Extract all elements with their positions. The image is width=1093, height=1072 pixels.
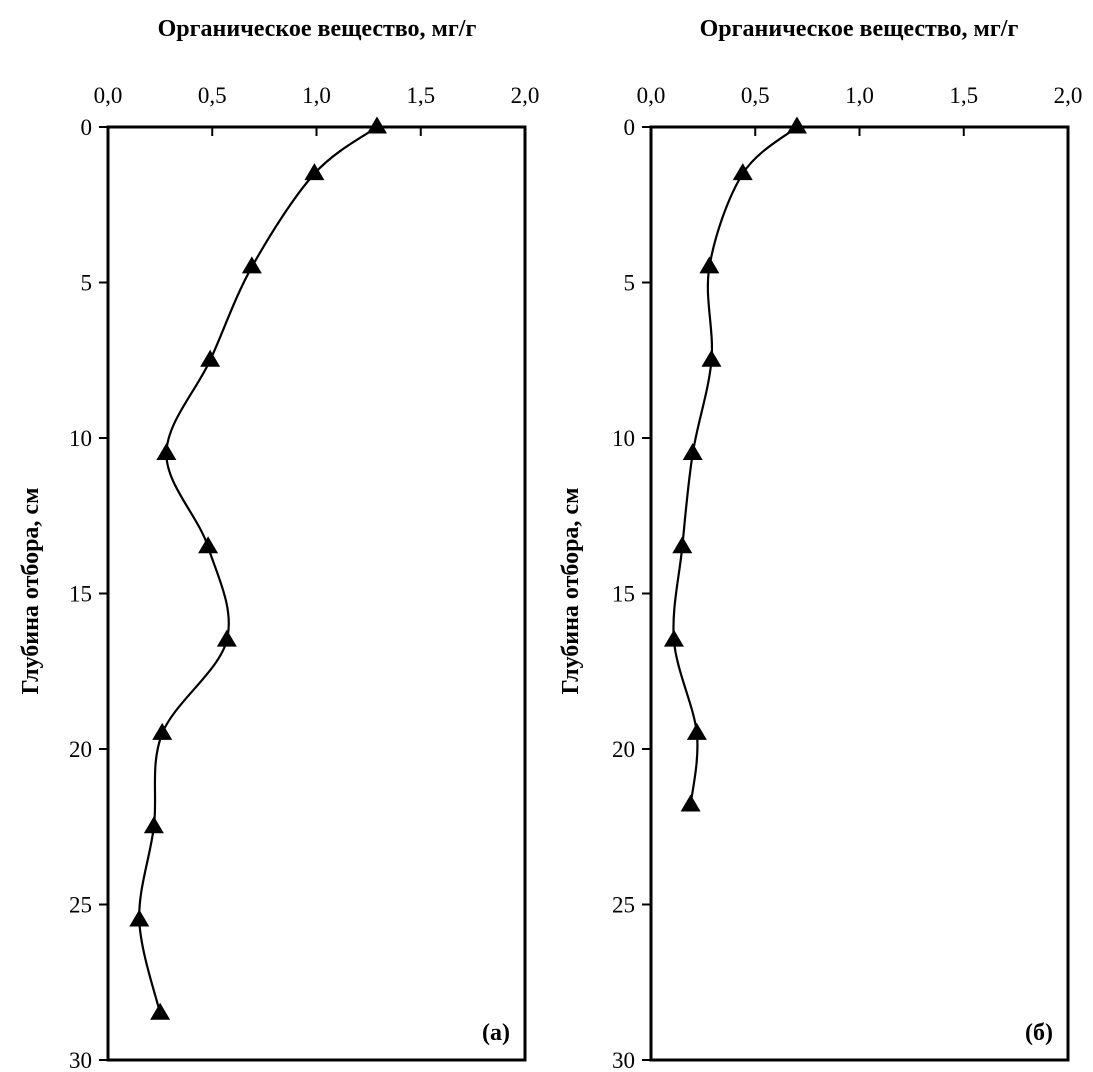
y-tick-label: 25 <box>612 893 635 918</box>
y-tick-label: 20 <box>612 737 635 762</box>
data-point-triangle <box>680 794 701 812</box>
data-point-triangle <box>200 349 221 367</box>
x-tick-label: 1,5 <box>406 83 435 108</box>
x-tick-label: 2,0 <box>511 83 540 108</box>
data-point-triangle <box>156 443 177 461</box>
y-tick-label: 0 <box>624 115 636 140</box>
x-tick-label: 1,0 <box>302 83 331 108</box>
x-tick-label: 0,0 <box>637 83 666 108</box>
data-point-triangle <box>672 536 693 554</box>
y-tick-label: 5 <box>81 271 93 296</box>
data-point-triangle <box>686 722 707 740</box>
data-point-triangle <box>701 349 722 367</box>
y-axis-label: Глубина отбора, см <box>18 488 44 695</box>
panel-label: (а) <box>482 1020 510 1046</box>
data-point-triangle <box>198 536 219 554</box>
data-point-triangle <box>304 163 325 181</box>
series-line <box>138 126 378 1014</box>
plot-frame <box>106 125 527 1062</box>
x-tick-label: 2,0 <box>1054 83 1083 108</box>
y-tick-label: 15 <box>612 582 635 607</box>
chart-title: Органическое вещество, мг/г <box>158 16 477 42</box>
data-point-triangle <box>682 443 703 461</box>
data-point-triangle <box>732 163 753 181</box>
data-point-triangle <box>366 116 387 134</box>
data-point-triangle <box>241 256 262 274</box>
panel-label: (б) <box>1025 1020 1053 1046</box>
y-tick-label: 15 <box>69 582 92 607</box>
y-tick-label: 10 <box>612 426 635 451</box>
chart-panel-a: Органическое вещество, мг/г Глубина отбо… <box>18 16 539 1072</box>
x-tick-label: 1,5 <box>949 83 978 108</box>
axis-ticks <box>642 126 1069 1061</box>
x-tick-label: 0,5 <box>741 83 770 108</box>
series-line <box>672 126 798 806</box>
axis-tick-labels: 0,0 0,5 1,0 1,5 2,0 0 5 10 15 20 25 30 <box>69 83 539 1072</box>
axis-ticks <box>99 126 526 1061</box>
data-point-triangle <box>129 909 150 927</box>
data-point-triangle <box>150 1002 171 1020</box>
y-tick-label: 25 <box>69 893 92 918</box>
chart-title: Органическое вещество, мг/г <box>700 16 1019 42</box>
y-tick-label: 5 <box>624 271 636 296</box>
data-series <box>663 116 807 812</box>
y-tick-label: 20 <box>69 737 92 762</box>
data-point-triangle <box>152 722 173 740</box>
data-series <box>129 116 387 1020</box>
data-point-triangle <box>699 256 720 274</box>
data-point-triangle <box>216 629 237 647</box>
y-tick-label: 0 <box>81 115 93 140</box>
y-tick-label: 30 <box>69 1048 92 1072</box>
data-point-triangle <box>786 116 807 134</box>
data-point-triangle <box>143 816 164 834</box>
chart-panel-b: Органическое вещество, мг/г Глубина отбо… <box>558 16 1082 1072</box>
x-tick-label: 0,0 <box>94 83 123 108</box>
x-tick-label: 1,0 <box>845 83 874 108</box>
data-point-triangle <box>663 629 684 647</box>
y-tick-label: 30 <box>612 1048 635 1072</box>
x-tick-label: 0,5 <box>198 83 227 108</box>
axis-tick-labels: 0,0 0,5 1,0 1,5 2,0 0 5 10 15 20 25 30 <box>612 83 1082 1072</box>
y-axis-label: Глубина отбора, см <box>558 488 584 695</box>
y-tick-label: 10 <box>69 426 92 451</box>
